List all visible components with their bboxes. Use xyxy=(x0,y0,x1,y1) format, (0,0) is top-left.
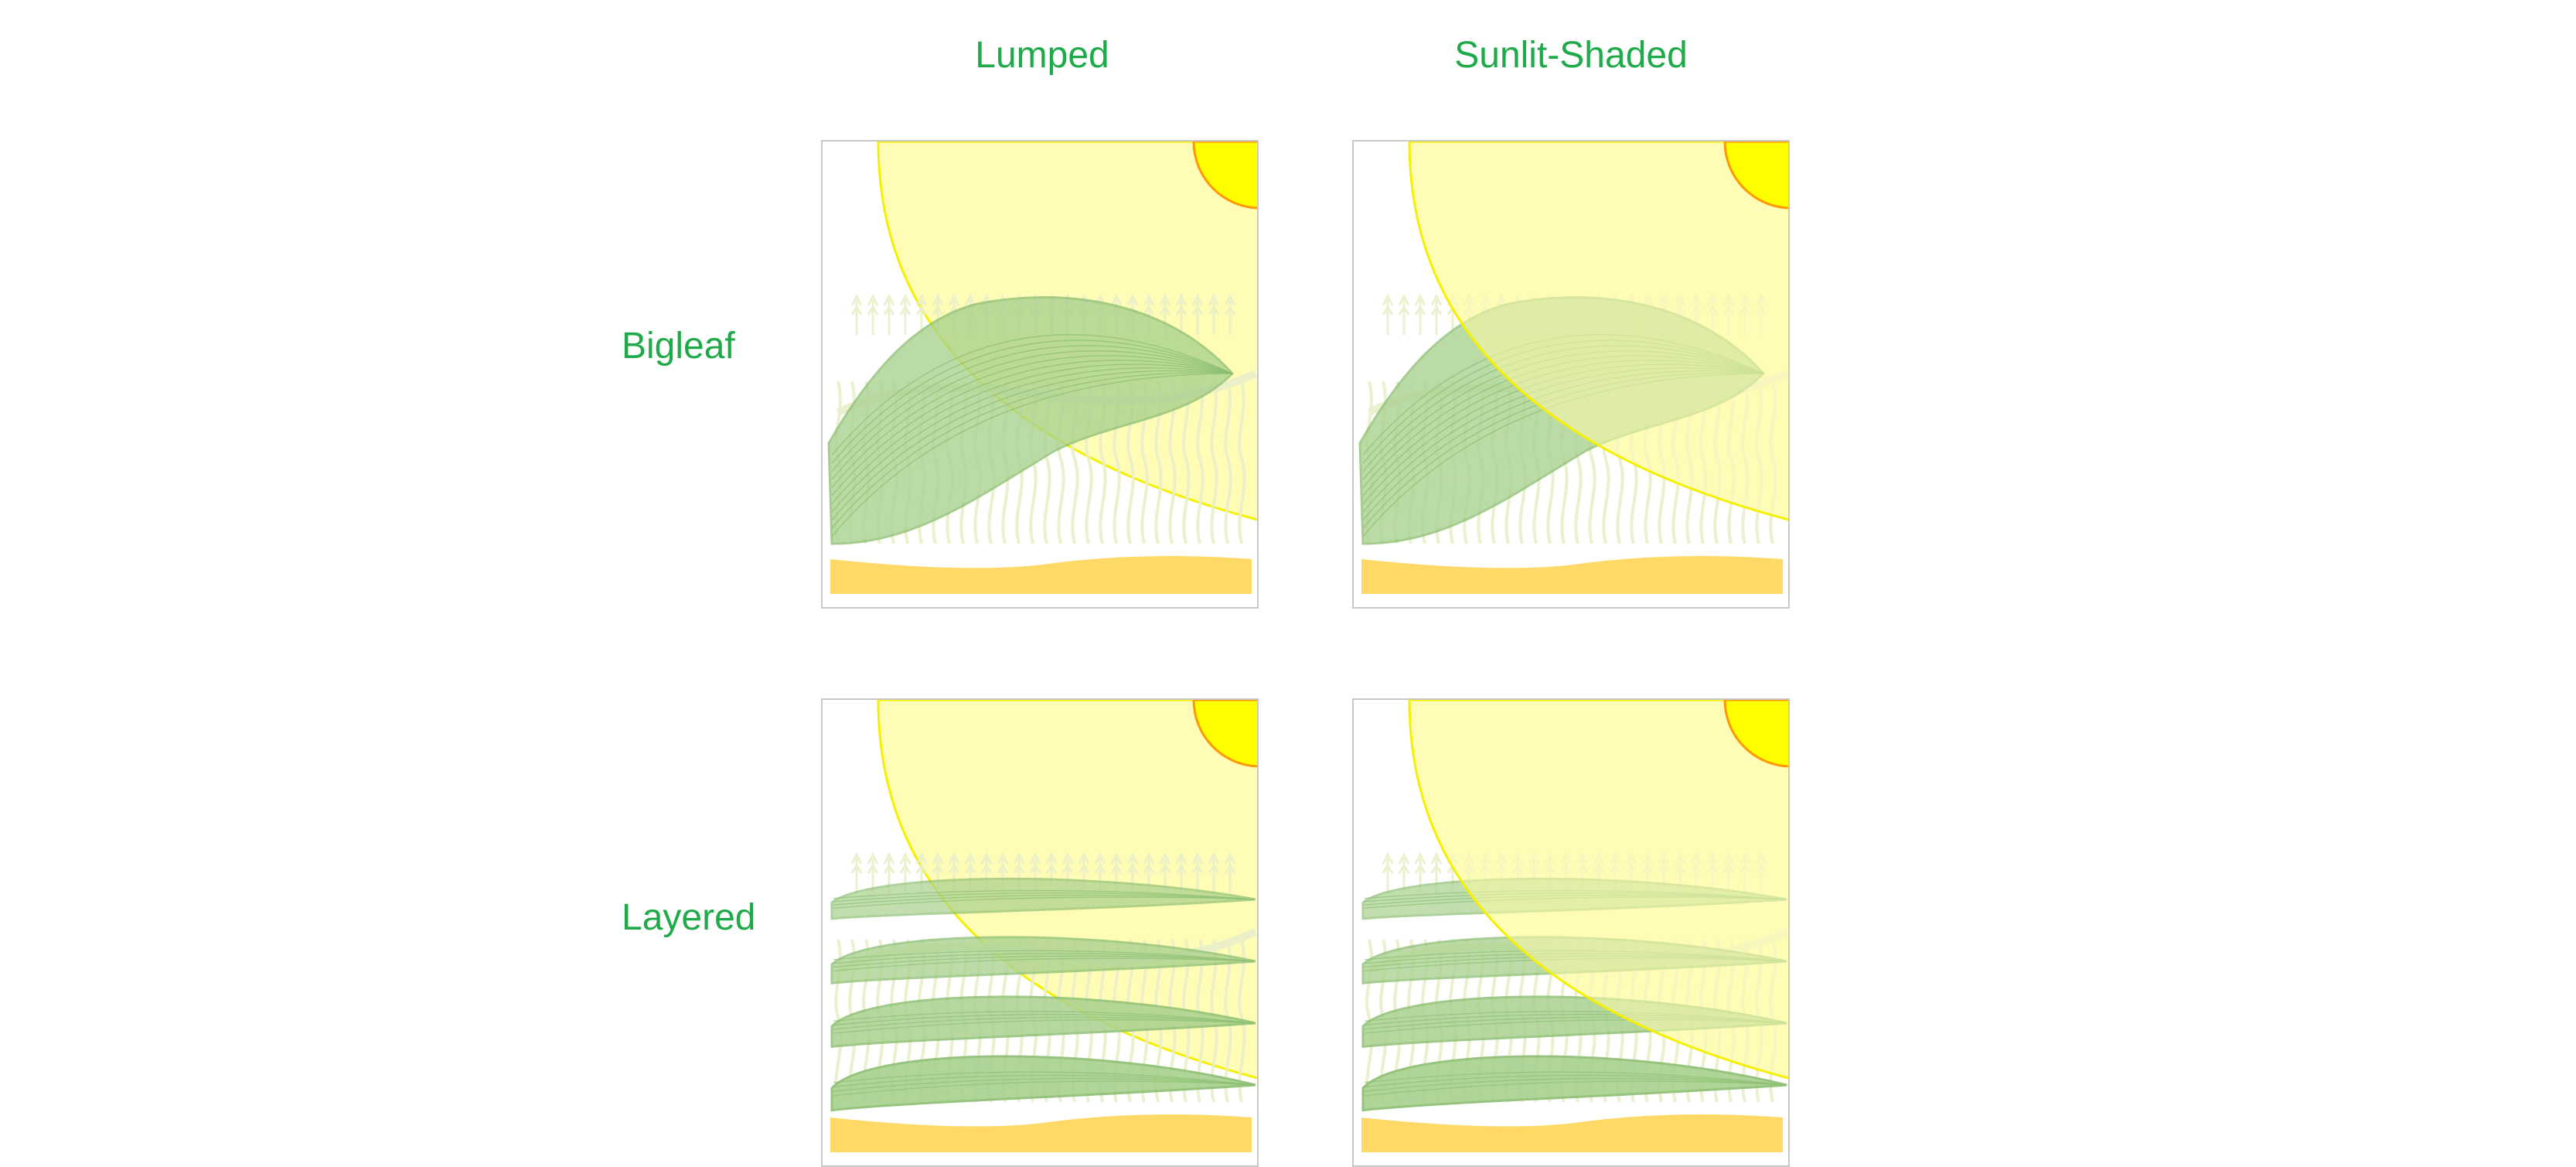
soil-strip xyxy=(830,1114,1252,1152)
leaf-vein xyxy=(1364,1071,1786,1086)
leaf-vein xyxy=(831,372,1233,529)
leaf-layer-blade xyxy=(830,936,1256,984)
leaf-vein xyxy=(833,1074,1255,1088)
leaf-layer-blade xyxy=(830,995,1256,1049)
big-leaf xyxy=(827,296,1235,545)
panel-layered-sunlit-shaded-diagram xyxy=(1361,700,1788,1152)
leaf-vein xyxy=(831,363,1233,504)
leaf-vein xyxy=(833,1016,1255,1030)
leaf-vein xyxy=(833,950,1255,962)
panel-bigleaf-lumped-diagram xyxy=(827,142,1257,594)
leaf-vein xyxy=(1364,1080,1786,1097)
leaf-vein xyxy=(831,367,1233,513)
leaf-vein xyxy=(833,1014,1255,1026)
row-heading-bigleaf: Bigleaf xyxy=(622,326,735,367)
leaf-vein xyxy=(833,889,1255,900)
soil-strip xyxy=(830,556,1252,594)
leaf-layer-4 xyxy=(830,1055,1256,1112)
leaf-vein xyxy=(831,340,1233,464)
leaf-vein xyxy=(833,1071,1255,1086)
soil-strip xyxy=(1361,1114,1783,1152)
leaf-layer-blade xyxy=(1361,1055,1787,1112)
leaf-layer-4 xyxy=(1361,1055,1787,1112)
leaf-vein xyxy=(833,1011,1255,1024)
leaf-vein xyxy=(1364,1077,1786,1092)
leaf-vein xyxy=(831,370,1233,520)
leaf-layer-3 xyxy=(830,995,1256,1049)
row-heading-layered: Layered xyxy=(622,897,756,938)
panel-bigleaf-lumped xyxy=(821,140,1259,609)
sun-icon xyxy=(1192,700,1257,768)
sunlit-overlay xyxy=(1408,700,1788,1080)
leaf-vein xyxy=(833,1077,1255,1092)
leaf-layer-1 xyxy=(830,877,1256,920)
panel-layered-sunlit-shaded xyxy=(1352,698,1790,1167)
leaf-vein xyxy=(833,1019,1255,1034)
sun-icon xyxy=(1723,142,1788,210)
leaf-vein xyxy=(831,373,1233,537)
leaf-vein xyxy=(833,953,1255,964)
leaf-vein xyxy=(833,894,1255,906)
panel-bigleaf-sunlit-shaded xyxy=(1352,140,1790,609)
leaf-layer-blade xyxy=(830,877,1256,920)
leaf-vein xyxy=(833,892,1255,903)
leaf-layers xyxy=(830,877,1256,1112)
panel-layered-lumped xyxy=(821,698,1259,1167)
leaf-vein xyxy=(833,896,1255,909)
leaf-vein xyxy=(833,955,1255,968)
sun-icon xyxy=(1723,700,1788,768)
panel-bigleaf-sunlit-shaded-diagram xyxy=(1358,142,1788,594)
leaf-vein xyxy=(831,334,1233,456)
leaf-vein xyxy=(833,957,1255,972)
sun-icon xyxy=(1192,142,1257,210)
leaf-vein xyxy=(831,360,1233,496)
leaf-vein xyxy=(831,355,1233,488)
sunlit-overlay xyxy=(1408,142,1788,521)
leaf-layer-2 xyxy=(830,936,1256,984)
panel-layered-lumped-diagram xyxy=(830,700,1257,1152)
leaf-vein xyxy=(1364,1074,1786,1088)
leaf-vein xyxy=(833,1080,1255,1097)
leaf-layer-blade xyxy=(830,1055,1256,1112)
leaf-vein xyxy=(831,345,1233,472)
leaf-vein xyxy=(831,350,1233,480)
soil-strip xyxy=(1361,556,1783,594)
column-heading-sunlit-shaded: Sunlit-Shaded xyxy=(1454,35,1688,76)
column-heading-lumped: Lumped xyxy=(975,35,1109,76)
